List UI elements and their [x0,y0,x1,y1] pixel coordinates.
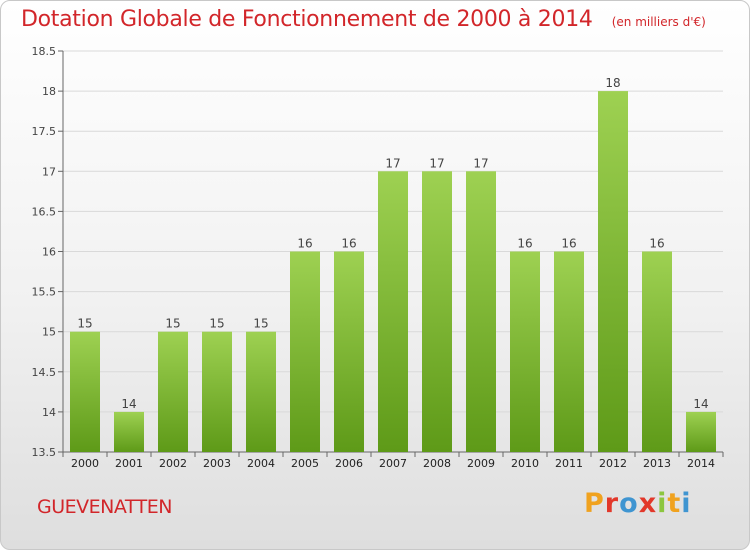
y-tick-label: 16.5 [32,205,57,218]
bar-2001 [114,411,144,452]
bar-value-label: 16 [297,237,312,251]
chart-title: Dotation Globale de Fonctionnement de 20… [21,7,593,32]
y-tick-label: 13.5 [32,446,57,459]
y-tick-label: 14.5 [32,366,57,379]
x-tick-label: 2010 [511,457,539,470]
x-tick-label: 2005 [291,457,319,470]
logo-letter: o [619,488,639,519]
bar-2005 [290,251,320,452]
bar-value-label: 15 [77,317,92,331]
bar-value-label: 14 [693,397,708,411]
x-tick-label: 2012 [599,457,627,470]
bar-2004 [246,331,276,452]
bar-value-label: 16 [517,237,532,251]
chart-header: Dotation Globale de Fonctionnement de 20… [21,7,706,32]
bar-2010 [510,251,540,452]
x-tick-label: 2014 [687,457,715,470]
x-tick-label: 2004 [247,457,275,470]
x-tick-label: 2009 [467,457,495,470]
bar-value-label: 16 [649,237,664,251]
y-tick-label: 15 [42,326,56,339]
bar-2006 [334,251,364,452]
bars [70,91,716,453]
x-tick-label: 2006 [335,457,363,470]
bar-value-label: 17 [473,156,488,170]
x-tick-label: 2002 [159,457,187,470]
y-tick-label: 14 [42,406,56,419]
x-tick-label: 2001 [115,457,143,470]
bar-value-label: 17 [385,156,400,170]
bar-value-label: 15 [209,317,224,331]
x-tick-label: 2011 [555,457,583,470]
y-tick-label: 18 [42,85,56,98]
x-tick-label: 2013 [643,457,671,470]
logo-letter: r [604,488,620,519]
bar-2009 [466,171,496,453]
bar-value-label: 16 [341,237,356,251]
bar-2008 [422,171,452,453]
bar-2000 [70,331,100,452]
x-tick-label: 2000 [71,457,99,470]
y-tick-label: 17 [42,165,56,178]
bar-2014 [686,411,716,452]
bar-value-label: 15 [165,317,180,331]
logo-letter: i [681,488,692,519]
y-tick-label: 16 [42,246,56,259]
x-tick-label: 2003 [203,457,231,470]
bar-2003 [202,331,232,452]
logo-letter: x [638,488,658,519]
y-tick-label: 17.5 [32,125,57,138]
x-tick-label: 2007 [379,457,407,470]
logo-letter: P [584,488,605,519]
commune-name: GUEVENATTEN [37,496,172,518]
bar-value-label: 15 [253,317,268,331]
bar-2011 [554,251,584,452]
bar-2007 [378,171,408,453]
labels: 13.5 14 14.5 15 15.5 16 16.5 17 17.5 18 18.5 15 2000… [32,45,716,470]
y-tick-label: 18.5 [32,45,57,58]
bar-value-label: 16 [561,237,576,251]
x-tick-label: 2008 [423,457,451,470]
logo-letter: i [657,488,668,519]
bar-2013 [642,251,672,452]
bar-value-label: 18 [605,76,620,90]
logo-letter: t [667,488,682,519]
bar-value-label: 17 [429,156,444,170]
chart-subtitle: (en milliers d'€) [611,15,706,29]
y-tick-label: 15.5 [32,286,57,299]
bar-value-label: 14 [121,397,136,411]
bar-2012 [598,91,628,452]
proxiti-logo[interactable]: Proxiti [584,488,692,519]
bar-2002 [158,331,188,452]
